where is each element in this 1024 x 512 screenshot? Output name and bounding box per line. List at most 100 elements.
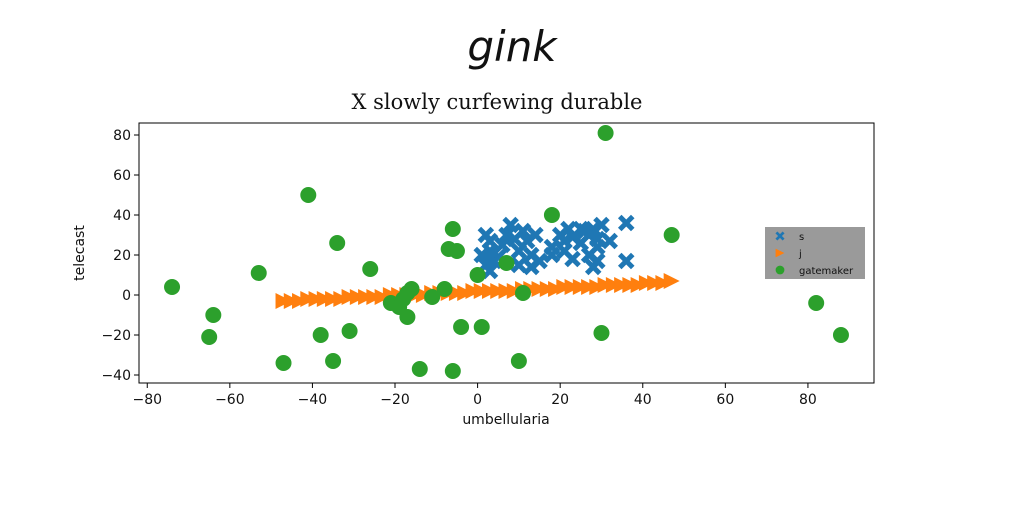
point-j <box>638 275 655 291</box>
point-s <box>589 238 606 256</box>
point-gatemaker <box>312 327 329 343</box>
y-axis-label: telecast <box>72 225 88 281</box>
axes-frame <box>138 122 875 384</box>
point-gatemaker <box>403 281 420 297</box>
point-gatemaker <box>341 323 358 339</box>
y-tick-label: 60 <box>113 168 131 184</box>
plot-area <box>164 125 849 379</box>
x-tick-label: −40 <box>298 392 328 408</box>
legend-label-s: s <box>799 232 804 243</box>
x-axis-label: umbellularia <box>462 412 549 428</box>
point-s <box>502 216 519 234</box>
point-j <box>614 277 631 293</box>
point-j <box>415 287 432 303</box>
point-gatemaker <box>444 363 461 379</box>
x-tick-label: 60 <box>716 392 734 408</box>
x-tick-label: 80 <box>799 392 817 408</box>
point-s <box>593 216 610 234</box>
point-j <box>325 291 342 307</box>
point-j <box>548 281 565 297</box>
y-tick-label: −20 <box>101 328 131 344</box>
point-gatemaker <box>436 281 453 297</box>
point-j <box>605 277 622 293</box>
point-gatemaker <box>663 227 680 243</box>
point-s <box>617 252 635 270</box>
point-gatemaker <box>469 267 486 283</box>
legend-label-j: j <box>798 249 802 260</box>
point-j <box>448 285 465 301</box>
point-s <box>531 252 548 270</box>
point-gatemaker <box>300 187 317 203</box>
point-gatemaker <box>399 309 416 325</box>
point-gatemaker <box>448 243 465 259</box>
point-j <box>473 283 490 299</box>
point-s <box>498 226 515 244</box>
point-s <box>589 252 606 270</box>
point-gatemaker <box>411 361 428 377</box>
point-s <box>601 232 618 250</box>
point-j <box>630 277 647 293</box>
point-j <box>564 279 581 295</box>
point-j <box>589 279 606 295</box>
point-gatemaker <box>543 207 560 223</box>
legend-marker-gatemaker <box>775 265 785 275</box>
chart-title: X slowly curfewing durable <box>352 90 643 114</box>
point-j <box>498 283 515 299</box>
series-gatemaker <box>164 125 849 379</box>
point-j <box>597 277 614 293</box>
point-gatemaker <box>164 279 181 295</box>
point-gatemaker <box>453 319 470 335</box>
point-gatemaker <box>593 325 610 341</box>
point-gatemaker <box>325 353 342 369</box>
point-j <box>622 277 639 293</box>
point-j <box>655 275 672 291</box>
x-tick-label: −60 <box>215 392 245 408</box>
point-gatemaker <box>250 265 267 281</box>
legend-marker-j <box>775 248 785 258</box>
point-j <box>647 275 664 291</box>
x-tick-label: −20 <box>380 392 410 408</box>
point-j <box>581 279 598 295</box>
legend-label-gatemaker: gatemaker <box>799 266 854 277</box>
point-j <box>341 289 358 305</box>
point-gatemaker <box>205 307 222 323</box>
point-s <box>564 250 581 268</box>
point-gatemaker <box>510 353 527 369</box>
point-gatemaker <box>362 261 379 277</box>
point-s <box>527 226 544 244</box>
y-tick-label: −40 <box>101 368 131 384</box>
point-gatemaker <box>201 329 218 345</box>
point-s <box>514 222 532 240</box>
y-tick-label: 20 <box>113 248 131 264</box>
x-tick-label: 20 <box>551 392 569 408</box>
point-j <box>465 283 482 299</box>
point-j <box>457 285 474 301</box>
point-j <box>481 283 498 299</box>
point-s <box>510 256 528 274</box>
point-j <box>316 291 333 307</box>
legend-marker-s <box>775 231 785 241</box>
point-s <box>494 236 511 254</box>
figure-title: gink <box>467 22 557 71</box>
y-tick-label: 80 <box>113 128 131 144</box>
y-tick-label: 0 <box>122 288 131 304</box>
point-gatemaker <box>808 295 825 311</box>
point-j <box>539 281 556 297</box>
point-gatemaker <box>597 125 614 141</box>
y-tick-label: 40 <box>113 208 131 224</box>
point-j <box>490 283 507 299</box>
point-j <box>506 283 523 299</box>
series-s <box>473 214 635 280</box>
point-gatemaker <box>498 255 515 271</box>
point-gatemaker <box>473 319 490 335</box>
point-s <box>473 246 490 264</box>
point-j <box>349 289 366 305</box>
point-s <box>481 262 499 280</box>
point-j <box>275 293 292 309</box>
point-gatemaker <box>275 355 292 371</box>
point-s <box>543 246 561 264</box>
legend: sj gatemaker <box>765 227 865 279</box>
x-tick-label: 40 <box>634 392 652 408</box>
point-j <box>308 291 325 307</box>
